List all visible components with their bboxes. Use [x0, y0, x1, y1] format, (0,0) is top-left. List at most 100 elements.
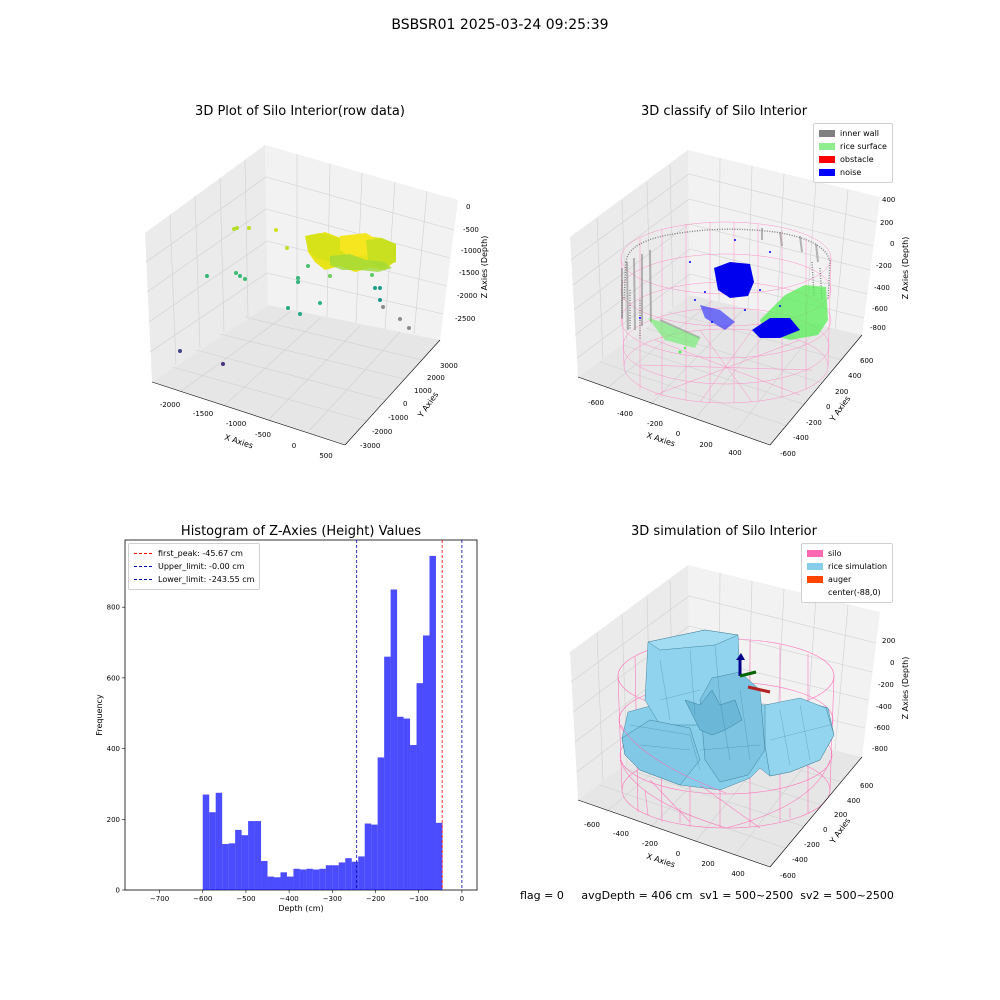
- histogram-bar: [423, 635, 430, 890]
- histogram-bar: [377, 757, 385, 890]
- panel4-ztick: 0: [890, 659, 894, 667]
- panel4-rice-surface: [621, 629, 835, 791]
- histogram-bar: [235, 829, 242, 890]
- panel1-ytick: -3000: [360, 442, 380, 450]
- histogram-bar: [325, 865, 333, 890]
- panel2-legend: inner wall rice surface obstacle noise: [813, 123, 893, 183]
- panel1-xtick: -1500: [193, 410, 213, 418]
- legend-entry-silo: silo: [807, 547, 887, 560]
- legend-entry-upper-limit: Upper_limit: -0.00 cm: [134, 560, 254, 573]
- panel4-ytick: -400: [792, 856, 808, 864]
- histogram-bar: [312, 869, 320, 890]
- panel4-title: 3D simulation of Silo Interior: [631, 524, 817, 539]
- panel1-title: 3D Plot of Silo Interior(row data): [195, 104, 405, 119]
- sv1-value: sv1 = 500~2500: [699, 889, 794, 902]
- legend-entry-inner-wall: inner wall: [819, 127, 887, 140]
- histogram-xtick-label: −100: [409, 895, 428, 903]
- histogram-bar: [410, 745, 417, 890]
- panel1-xtick: -2000: [160, 401, 180, 409]
- figure-title: BSBSR01 2025-03-24 09:25:39: [391, 17, 609, 33]
- panel4-ztick: -200: [878, 681, 894, 689]
- panel2-xtick: 200: [699, 441, 712, 449]
- panel1-xtick: -500: [255, 431, 271, 439]
- histogram-bar: [306, 868, 313, 890]
- histogram-x-ticks: −700 −600 −500 −400 −300 −200 −100 0: [150, 890, 464, 903]
- histogram-bar: [254, 821, 262, 890]
- histogram-bar: [429, 555, 436, 890]
- histogram-bar: [416, 683, 424, 890]
- panel1-ytick: 2000: [427, 374, 445, 382]
- panel1-gridlines: [145, 154, 455, 431]
- panel2-3d-classify: -600 -400 -200 0 200 400 X Axies -600 -4…: [570, 150, 910, 458]
- panel2-pane-left: [570, 150, 690, 377]
- legend-entry-rice-surface: rice surface: [819, 140, 887, 153]
- panel4-ytick: 600: [860, 782, 873, 790]
- panel2-ytick: -600: [780, 450, 796, 458]
- histogram-bars: [202, 555, 443, 890]
- panel4-xtick: -600: [584, 821, 600, 829]
- histogram-bar: [371, 824, 378, 890]
- panel2-xtick: 0: [676, 430, 680, 438]
- legend-entry-auger: auger: [807, 573, 887, 586]
- histogram-bar: [345, 858, 352, 890]
- panel2-ztick: 200: [880, 219, 893, 227]
- panel2-xtick: -400: [617, 410, 633, 418]
- panel1-ytick: 1000: [414, 387, 432, 395]
- panel4-pane-left: [570, 565, 690, 800]
- histogram-xtick-label: −400: [280, 895, 299, 903]
- flag-value: flag = 0: [520, 889, 564, 902]
- panel2-ytick: 600: [860, 357, 873, 365]
- legend-entry-obstacle: obstacle: [819, 153, 887, 166]
- histogram-bar: [403, 718, 411, 890]
- histogram-reference-lines: [356, 540, 463, 890]
- panel2-zlabel: Z Axies (Depth): [901, 237, 910, 300]
- panel4-ytick: -600: [780, 872, 796, 880]
- panel4-xtick: -200: [642, 840, 658, 848]
- panel1-ztick: -2000: [457, 292, 477, 300]
- histogram-bar: [319, 868, 326, 890]
- panel4-xlabel: X Axies: [645, 852, 676, 870]
- panel4-ytick: 0: [823, 826, 827, 834]
- panel1-ytick: -2000: [372, 428, 392, 436]
- histogram-bar: [397, 716, 404, 890]
- panel4-auger-markers: [736, 653, 771, 694]
- histogram-xtick-label: −200: [366, 895, 385, 903]
- panel2-noise-points: [639, 239, 800, 338]
- panel1-xtick: -1000: [226, 420, 246, 428]
- histogram-bar: [215, 792, 223, 890]
- panel2-xtick: 400: [728, 449, 741, 457]
- histogram-bar: [338, 862, 346, 890]
- panel1-zlabel: Z Axies (Depth): [480, 236, 489, 299]
- histogram-bar: [358, 856, 365, 890]
- histogram-ylabel: Frequency: [95, 694, 104, 736]
- legend-entry-lower-limit: Lower_limit: -243.55 cm: [134, 573, 254, 586]
- panel2-xlabel: X Axies: [645, 431, 676, 449]
- histogram-xlabel: Depth (cm): [278, 904, 323, 913]
- panel4-xtick: -400: [613, 830, 629, 838]
- panel1-pane-left: [145, 145, 268, 382]
- panel1-surface-cluster: [305, 232, 396, 272]
- histogram-bar: [280, 872, 287, 890]
- histogram-bar: [274, 877, 281, 890]
- panel4-ztick: 200: [882, 637, 895, 645]
- panel3-legend: first_peak: -45.67 cm Upper_limit: -0.00…: [128, 543, 261, 590]
- panel3-title: Histogram of Z-Axies (Height) Values: [180, 524, 422, 539]
- histogram-bar: [286, 876, 294, 890]
- panel3-histogram: −700 −600 −500 −400 −300 −200 −100 0 0 200 400 600…: [95, 539, 478, 913]
- histogram-bar: [222, 844, 229, 890]
- histogram-bar: [267, 876, 275, 890]
- histogram-xtick-label: 0: [460, 895, 464, 903]
- panel4-rice-mesh: [629, 644, 831, 771]
- legend-entry-rice-simulation: rice simulation: [807, 560, 887, 573]
- panel1-ztick: -1500: [459, 269, 479, 277]
- histogram-xtick-label: −700: [150, 895, 169, 903]
- panel2-inner-wall-dense: [621, 228, 819, 339]
- panel2-ztick: 400: [882, 196, 895, 204]
- panel1-ztick: -1000: [461, 247, 481, 255]
- histogram-xtick-label: −300: [323, 895, 342, 903]
- panel4-ytick: 400: [847, 797, 860, 805]
- panel2-ztick: -400: [874, 284, 890, 292]
- panel4-ztick: -600: [874, 724, 890, 732]
- histogram-bar: [351, 861, 359, 890]
- panel1-ztick: 0: [466, 203, 470, 211]
